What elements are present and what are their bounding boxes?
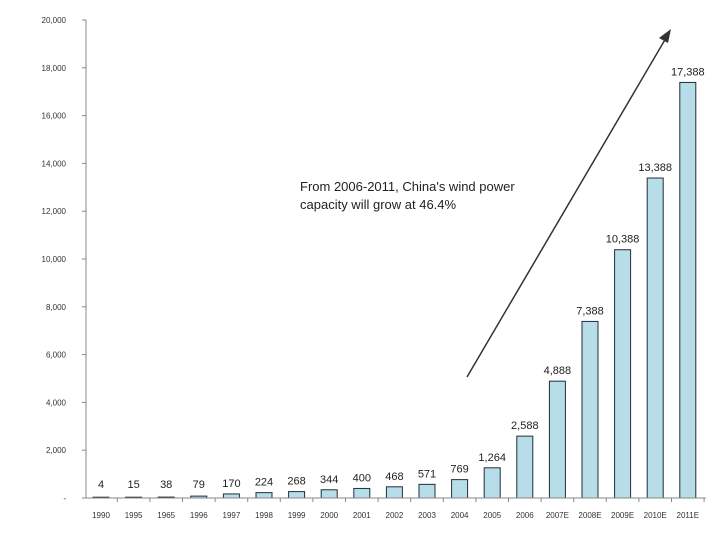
data-label: 468: [385, 471, 403, 483]
data-label: 79: [193, 479, 205, 491]
bar: [516, 435, 534, 499]
x-tick-label: 2002: [386, 511, 404, 520]
data-label: 2,588: [511, 420, 539, 432]
y-tick-label: 10,000: [42, 255, 67, 264]
x-tick-label: 2003: [418, 511, 436, 520]
y-tick-label: 4,000: [46, 398, 67, 407]
data-label: 13,388: [638, 162, 672, 174]
x-tick-label: 2007E: [546, 511, 569, 520]
bar: [418, 483, 436, 499]
y-tick-label: -: [63, 494, 66, 503]
bar: [646, 177, 664, 499]
bar: [548, 380, 566, 499]
data-label: 15: [127, 479, 139, 491]
y-tick-label: 14,000: [42, 159, 67, 168]
data-label: 170: [222, 478, 240, 490]
data-label: 4: [98, 479, 104, 491]
x-tick-label: 1996: [190, 511, 208, 520]
bar: [255, 492, 273, 499]
x-tick-label: 2004: [451, 511, 469, 520]
x-tick-label: 1990: [92, 511, 110, 520]
y-tick-label: 6,000: [46, 351, 67, 360]
bar: [353, 487, 371, 499]
x-tick-label: 2011E: [677, 511, 700, 520]
data-label: 344: [320, 474, 338, 486]
bar: [288, 491, 306, 499]
y-tick-label: 12,000: [42, 207, 67, 216]
data-labels: 4 15 38 79 170 224 268 344 400 468 571 769 1,264 2,58…: [98, 66, 705, 491]
data-label: 7,388: [576, 305, 604, 317]
y-tick-label: 8,000: [46, 303, 67, 312]
bar: [679, 81, 697, 499]
bar: [614, 249, 632, 499]
x-tick-label: 1995: [125, 511, 143, 520]
x-tick-label: 2006: [516, 511, 534, 520]
y-tick-label: 18,000: [42, 64, 67, 73]
bars: [92, 81, 697, 499]
data-label: 4,888: [544, 365, 572, 377]
chart-annotation: From 2006-2011, China's wind power capac…: [300, 179, 515, 212]
bar: [451, 479, 469, 499]
y-tick-label: 16,000: [42, 112, 67, 121]
x-tick-label: 1997: [223, 511, 241, 520]
x-tick-label: 2010E: [644, 511, 667, 520]
data-label: 10,388: [606, 234, 640, 246]
data-label: 224: [255, 477, 273, 489]
x-tick-label: 1965: [157, 511, 175, 520]
arrow-line: [466, 37, 667, 378]
x-tick-label: 2005: [483, 511, 501, 520]
data-label: 769: [450, 464, 468, 476]
x-axis: 1990 1995 1965 1996 1997 1998 1999 2000 2001 2002…: [86, 497, 706, 520]
data-label: 38: [160, 479, 172, 491]
bar: [385, 486, 403, 499]
x-tick-label: 2000: [320, 511, 338, 520]
y-axis: - 2,000 4,000 6,000 8,000 10,000 12,000 14,000 1…: [42, 16, 87, 503]
data-label: 268: [287, 476, 305, 488]
x-tick-label: 1998: [255, 511, 273, 520]
bar: [581, 320, 599, 499]
bar: [483, 467, 501, 499]
x-tick-label: 2001: [353, 511, 371, 520]
arrow-head: [659, 29, 671, 43]
data-label: 400: [353, 472, 371, 484]
data-label: 571: [418, 468, 436, 480]
data-label: 17,388: [671, 66, 705, 78]
bar: [320, 489, 338, 499]
bar: [222, 493, 240, 499]
data-label: 1,264: [478, 452, 506, 464]
x-tick-label: 2008E: [578, 511, 601, 520]
trend-arrow: [466, 29, 671, 378]
x-tick-label: 2009E: [611, 511, 634, 520]
y-tick-label: 2,000: [46, 446, 67, 455]
x-tick-label: 1999: [288, 511, 306, 520]
y-tick-label: 20,000: [42, 16, 67, 25]
